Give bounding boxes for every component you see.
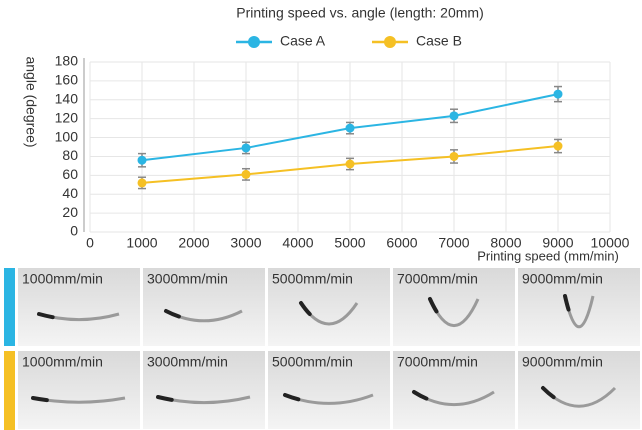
y-tick-label: 160 — [55, 72, 79, 88]
chart-title: Printing speed vs. angle (length: 20mm) — [236, 5, 483, 21]
panel-label: 3000mm/min — [147, 354, 228, 370]
x-tick-label: 1000 — [126, 235, 157, 251]
x-tick-label: 4000 — [282, 235, 313, 251]
figure: Printing speed vs. angle (length: 20mm) … — [0, 0, 642, 430]
y-tick-label: 120 — [55, 109, 79, 125]
legend-label: Case B — [416, 33, 462, 49]
x-tick-label: 7000 — [438, 235, 469, 251]
y-tick-label: 140 — [55, 90, 79, 106]
legend-label: Case A — [280, 33, 326, 49]
panel-label: 9000mm/min — [522, 354, 603, 370]
point — [554, 90, 563, 99]
point — [138, 178, 147, 187]
x-tick-label: 0 — [86, 235, 94, 251]
panel-label: 5000mm/min — [272, 354, 353, 370]
y-tick-label: 60 — [62, 166, 78, 182]
panel-label: 3000mm/min — [147, 271, 228, 287]
x-tick-label: 5000 — [334, 235, 365, 251]
x-tick-label: 10000 — [591, 235, 630, 251]
point — [138, 156, 147, 165]
y-tick-label: 180 — [55, 53, 79, 69]
panel-label: 5000mm/min — [272, 271, 353, 287]
y-tick-label: 20 — [62, 204, 78, 220]
point — [554, 142, 563, 151]
x-tick-label: 8000 — [490, 235, 521, 251]
legend-marker — [248, 36, 260, 48]
row-b-marker — [4, 351, 15, 430]
y-tick-label: 0 — [70, 223, 78, 239]
x-tick-label: 6000 — [386, 235, 417, 251]
y-tick-label: 80 — [62, 147, 78, 163]
panel-label: 7000mm/min — [397, 354, 478, 370]
x-tick-label: 9000 — [542, 235, 573, 251]
point — [450, 111, 459, 120]
panel-label: 1000mm/min — [22, 271, 103, 287]
panel-label: 9000mm/min — [522, 271, 603, 287]
point — [346, 160, 355, 169]
x-tick-label: 3000 — [230, 235, 261, 251]
point — [346, 124, 355, 133]
panel-label: 7000mm/min — [397, 271, 478, 287]
y-tick-label: 100 — [55, 128, 79, 144]
y-axis-label: angle (degree) — [23, 56, 39, 147]
point — [450, 152, 459, 161]
point — [242, 143, 251, 152]
row-a-marker — [4, 268, 15, 346]
panel-label: 1000mm/min — [22, 354, 103, 370]
y-tick-label: 40 — [62, 185, 78, 201]
x-tick-label: 2000 — [178, 235, 209, 251]
legend-marker — [384, 36, 396, 48]
point — [242, 170, 251, 179]
